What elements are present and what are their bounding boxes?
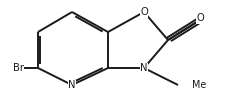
Text: N: N bbox=[68, 80, 75, 90]
Text: O: O bbox=[195, 13, 203, 23]
Text: Me: Me bbox=[191, 80, 205, 90]
Text: O: O bbox=[139, 7, 147, 17]
Text: N: N bbox=[140, 63, 147, 73]
Text: Br: Br bbox=[13, 63, 24, 73]
